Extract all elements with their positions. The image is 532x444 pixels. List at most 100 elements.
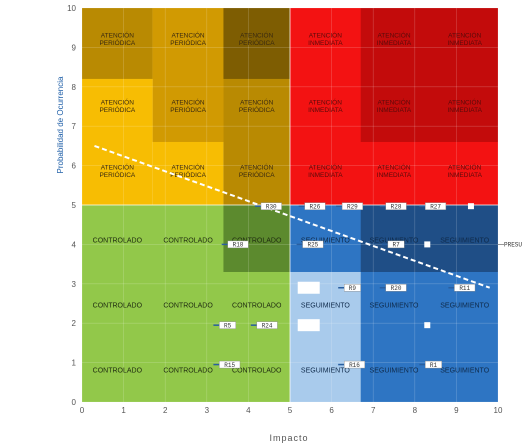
risk-marker-box xyxy=(304,202,326,210)
risk-marker-label: R15 xyxy=(224,362,235,369)
risk-marker: R25 xyxy=(296,240,324,249)
risk-marker-label: R5 xyxy=(224,322,232,329)
risk-marker-box xyxy=(219,321,236,329)
cell-label: ATENCIÓN INMEDIATA xyxy=(448,98,483,115)
risk-marker-label: R26 xyxy=(310,203,321,210)
risk-marker-box xyxy=(341,202,363,210)
zone-atencion-periodica-dark xyxy=(82,8,153,79)
x-tick-label: 7 xyxy=(371,406,376,415)
x-tick-label: 0 xyxy=(80,406,85,415)
cell-label: ATENCIÓN INMEDIATA xyxy=(448,163,483,180)
side-label: PRESU xyxy=(504,241,522,248)
risk-marker: R29 xyxy=(336,202,363,210)
risk-marker-label: R30 xyxy=(266,203,277,210)
cell-label: ATENCIÓN INMEDIATA xyxy=(377,163,412,180)
cell-label: ATENCIÓN PERIÓDICA xyxy=(239,163,275,180)
threshold-line xyxy=(94,144,491,289)
threshold-line-layer xyxy=(94,144,491,289)
cell-label: SEGUIMIENTO xyxy=(370,367,419,374)
y-tick-label: 2 xyxy=(72,319,77,328)
blank-marker xyxy=(297,281,320,294)
x-tick-label: 4 xyxy=(246,406,251,415)
y-tick-label: 7 xyxy=(72,122,77,131)
cell-label: SEGUIMIENTO xyxy=(440,237,489,244)
cell-label: ATENCIÓN PERIÓDICA xyxy=(99,98,135,115)
risk-marker: R30 xyxy=(254,202,282,210)
risk-marker-label: R25 xyxy=(307,242,318,249)
y-tick-label: 10 xyxy=(67,4,76,13)
x-tick-label: 2 xyxy=(163,406,168,415)
risk-marker-label: R24 xyxy=(262,322,273,329)
risk-marker-box xyxy=(302,240,324,249)
zone-seguimiento-dark xyxy=(360,205,498,272)
cell-label: ATENCIÓN PERIÓDICA xyxy=(170,31,206,48)
cell-label: CONTROLADO xyxy=(163,237,213,244)
y-tick-label: 8 xyxy=(72,83,77,92)
y-tick-label: 5 xyxy=(72,201,77,210)
risk-marker-box xyxy=(256,321,278,329)
cell-label: SEGUIMIENTO xyxy=(301,367,350,374)
x-tick-label: 9 xyxy=(454,406,459,415)
y-tick-label: 0 xyxy=(72,398,77,407)
risk-marker-box xyxy=(385,284,407,292)
cell-label: ATENCIÓN INMEDIATA xyxy=(448,31,483,48)
cell-label: ATENCIÓN PERIÓDICA xyxy=(99,163,135,180)
x-tick-label: 8 xyxy=(413,406,418,415)
cell-label: ATENCIÓN PERIÓDICA xyxy=(239,98,275,115)
risk-marker-box xyxy=(454,284,476,292)
cell-label: CONTROLADO xyxy=(93,367,143,374)
cell-label: SEGUIMIENTO xyxy=(440,302,489,309)
risk-marker-label: R27 xyxy=(430,203,441,210)
cell-label: SEGUIMIENTO xyxy=(440,367,489,374)
cell-label: ATENCIÓN PERIÓDICA xyxy=(170,98,206,115)
cell-label: ATENCIÓN INMEDIATA xyxy=(308,31,343,48)
risk-marker-label: R28 xyxy=(391,203,402,210)
risk-marker-label: R9 xyxy=(349,285,357,292)
y-tick-label: 1 xyxy=(72,359,77,368)
risk-marker: R20 xyxy=(379,284,407,292)
blank-marker xyxy=(424,241,431,248)
x-tick-label: 3 xyxy=(205,406,210,415)
risk-marker: R24 xyxy=(250,321,278,329)
zones-layer xyxy=(82,8,498,402)
risk-marker: R26 xyxy=(298,202,326,210)
y-tick-label: 9 xyxy=(72,43,77,52)
cell-label: ATENCIÓN INMEDIATA xyxy=(308,163,343,180)
cell-label: CONTROLADO xyxy=(232,237,282,244)
cell-label: SEGUIMIENTO xyxy=(301,302,350,309)
risk-marker-box xyxy=(385,202,407,210)
risk-marker-box xyxy=(425,360,442,369)
cell-label: ATENCIÓN INMEDIATA xyxy=(377,98,412,115)
cell-label: ATENCIÓN PERIÓDICA xyxy=(170,163,206,180)
risk-marker: R16 xyxy=(338,360,365,369)
zone-atencion-periodica-mid xyxy=(152,8,224,142)
axis-ticks-layer: 0 1 2 3 4 5 6 7 8 9 10 0 1 2 3 4 5 6 7 8 9 10 xyxy=(67,4,503,415)
cell-label: CONTROLADO xyxy=(93,237,143,244)
risks-layer: R30 R26 R29 R28 R27 R18 R25 R7 R9 R20 R11 R5 R24 R15 R… xyxy=(213,202,504,369)
x-axis-title: Impacto xyxy=(269,433,308,443)
risk-marker-box xyxy=(343,360,365,369)
zone-atencion-periodica-darkest xyxy=(223,8,290,79)
risk-marker: R27 xyxy=(419,202,447,210)
risk-marker-box xyxy=(219,360,241,369)
y-axis-title: Probabilidad de Ocurrencia xyxy=(56,76,65,173)
risk-marker: R5 xyxy=(213,321,236,329)
x-tick-label: 10 xyxy=(494,406,503,415)
risk-marker: R28 xyxy=(379,202,407,210)
y-tick-label: 4 xyxy=(72,240,77,249)
cell-label: ATENCIÓN PERIÓDICA xyxy=(99,31,135,48)
x-tick-label: 5 xyxy=(288,406,293,415)
blank-marker xyxy=(467,203,474,210)
cell-label: SEGUIMIENTO xyxy=(301,237,350,244)
cell-label: CONTROLADO xyxy=(163,367,213,374)
zone-atencion-inmediata-dark xyxy=(360,8,498,142)
risk-marker: R1 xyxy=(419,360,442,369)
risk-marker-label: R29 xyxy=(347,203,358,210)
cell-label: ATENCIÓN INMEDIATA xyxy=(377,31,412,48)
cell-label: CONTROLADO xyxy=(93,302,143,309)
risk-marker-box xyxy=(387,240,405,249)
risk-marker-label: R18 xyxy=(233,242,244,249)
risk-marker-box xyxy=(344,284,361,292)
risk-marker: R18 xyxy=(221,240,249,249)
